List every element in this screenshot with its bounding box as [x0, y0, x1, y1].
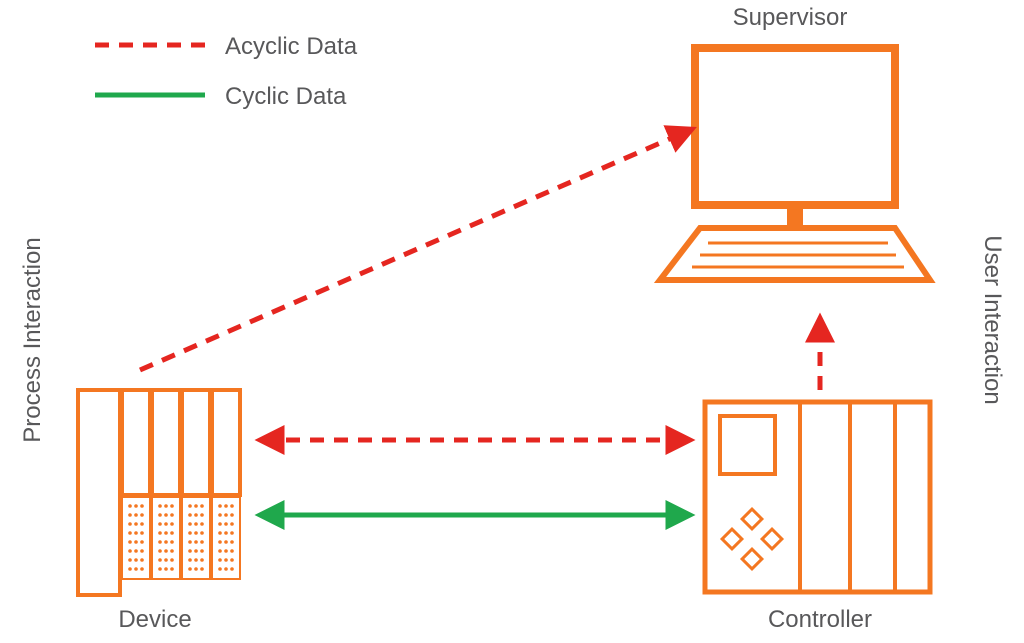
device-node: Device	[78, 390, 240, 633]
supervisor-label: Supervisor	[733, 4, 848, 31]
controller-label: Controller	[768, 606, 872, 633]
legend: Acyclic Data Cyclic Data	[95, 33, 358, 110]
left-side-label: Process Interaction	[19, 237, 46, 442]
right-side-label: User Interaction	[979, 235, 1006, 404]
supervisor-node: Supervisor	[660, 4, 930, 280]
device-label: Device	[118, 606, 191, 633]
edge-dev-supervisor	[140, 130, 690, 370]
controller-node: Controller	[705, 402, 930, 633]
diagram-canvas: Acyclic Data Cyclic Data Supervisor	[0, 0, 1024, 643]
legend-cyclic-label: Cyclic Data	[225, 83, 347, 110]
legend-acyclic-label: Acyclic Data	[225, 33, 358, 60]
